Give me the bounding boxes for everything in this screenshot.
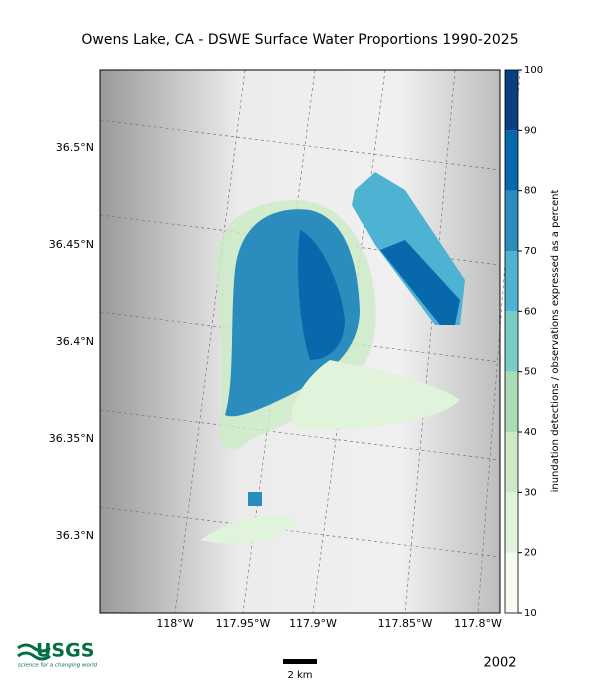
colorbar-frame [504,69,519,614]
lake-deep [298,230,345,360]
lat-label: 36.45°N [49,238,94,251]
lat-label: 36.4°N [56,335,94,348]
colorbar-tick-label: 10 [524,608,537,619]
lon-labels: 118°W 117.95°W 117.9°W 117.85°W 117.8°W [156,617,502,630]
lat-label: 36.5°N [56,141,94,154]
scale-bar [283,659,317,664]
lon-label: 117.95°W [216,617,271,630]
colorbar-band [505,371,518,432]
year: 2002 [483,656,516,671]
colorbar: 10 20 30 40 50 60 70 80 90 100 [504,65,543,619]
east-ponds-deep [380,240,460,325]
colorbar-band [505,130,518,191]
colorbar-tick-label: 100 [524,65,543,76]
colorbar-band [505,190,518,251]
graticule [99,69,521,614]
logo: USGS science for a changing world [17,640,98,669]
map [99,69,521,614]
title: Owens Lake, CA - DSWE Surface Water Prop… [81,32,518,48]
south-flats [291,360,460,430]
lon-label: 117.85°W [378,617,433,630]
colorbar-tick-label: 40 [524,427,537,438]
colorbar-band [505,432,518,493]
colorbar-band [505,552,518,613]
colorbar-band [505,311,518,372]
logo-tagline: science for a changing world [18,663,98,669]
colorbar-tick-label: 70 [524,246,537,257]
lon-label: 117.8°W [454,617,502,630]
lon-label: 118°W [156,617,193,630]
map-frame [99,69,501,614]
colorbar-label: inundation detections / observations exp… [550,190,561,493]
logo-waves [17,643,51,661]
colorbar-tick-label: 80 [524,186,537,197]
scale-label: 2 km [287,670,312,681]
colorbar-band [505,492,518,553]
colorbar-tick-label: 20 [524,548,537,559]
logo-name: USGS [36,640,94,662]
small-pond [248,492,262,506]
south-wetland [200,516,300,544]
colorbar-tick-label: 90 [524,125,537,136]
lat-label: 36.3°N [56,529,94,542]
colorbar-band [505,70,518,131]
lon-label: 117.9°W [289,617,337,630]
colorbar-tick-label: 60 [524,306,537,317]
colorbar-tick-label: 30 [524,487,537,498]
colorbar-tick-label: 50 [524,367,537,378]
lat-label: 36.35°N [49,432,94,445]
colorbar-band [505,251,518,312]
lat-labels: 36.5°N 36.45°N 36.4°N 36.35°N 36.3°N [49,141,94,542]
